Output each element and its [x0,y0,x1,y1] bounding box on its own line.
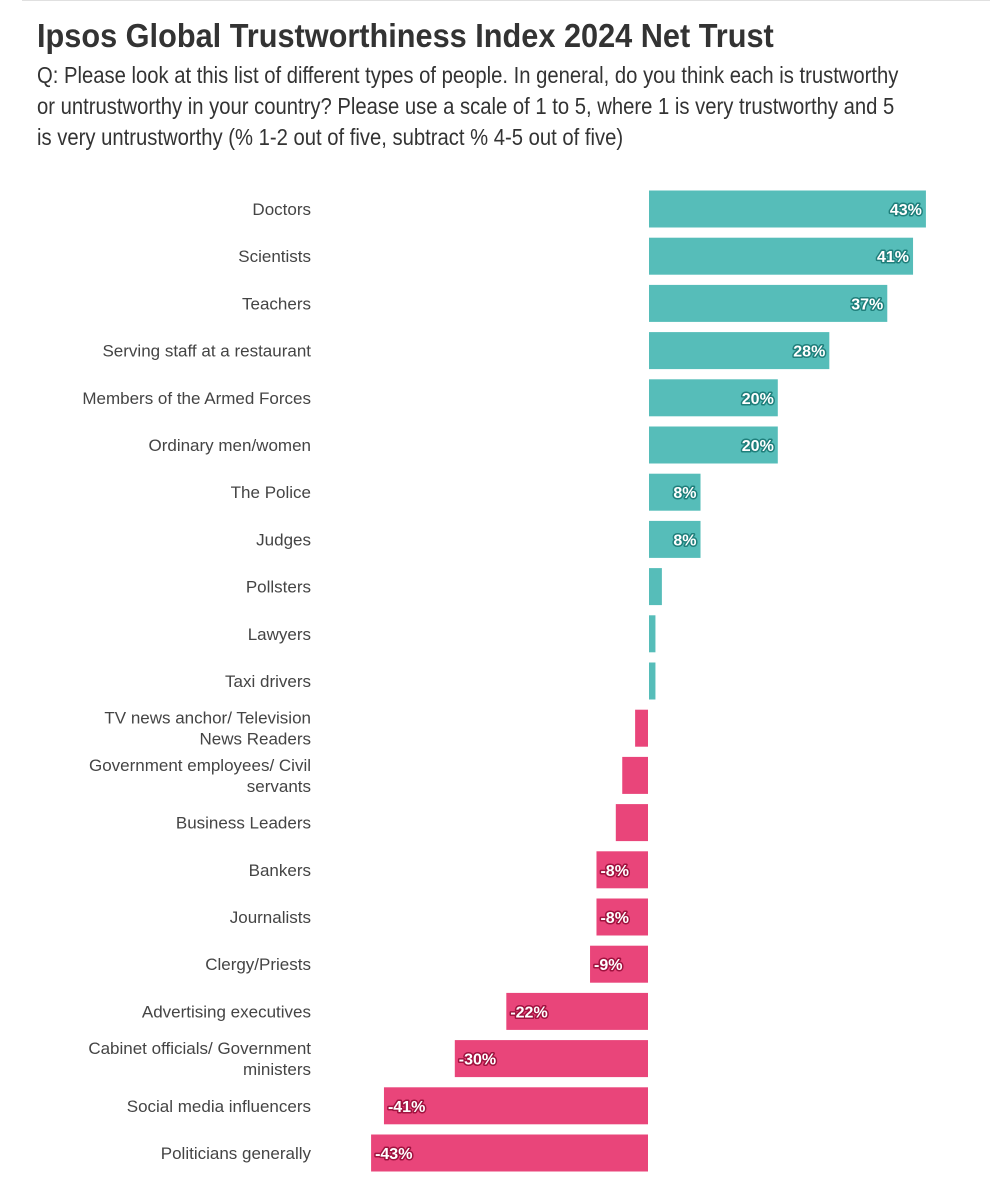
bar-4 [649,379,778,417]
bar-20 [371,1134,648,1172]
data-label-7: 8% [673,532,696,549]
category-label-2: Teachers [242,294,311,313]
data-label-3: 28% [793,344,825,361]
category-label-15: Journalists [230,908,311,927]
category-label-6: The Police [231,483,311,502]
category-label-16: Clergy/Priests [205,955,311,974]
bar-3 [649,332,830,370]
data-label-5: 20% [742,438,774,455]
category-label-19: Social media influencers [127,1097,311,1116]
data-label-2: 37% [851,296,883,313]
chart-title: Ipsos Global Trustworthiness Index 2024 … [37,17,774,54]
bar-1 [649,237,914,275]
category-label-1: Scientists [238,247,311,266]
bar-14 [596,851,648,889]
category-label-12: Government employees/ Civil servants [89,756,311,796]
bar-18 [454,1040,648,1078]
data-label-1: 41% [877,249,909,266]
category-label-18: Cabinet officials/ Government ministers [88,1039,311,1079]
bar-5 [649,426,778,464]
bar-0 [649,190,926,228]
category-label-4: Members of the Armed Forces [82,389,311,408]
data-label-14: -8% [600,863,628,880]
category-label-20: Politicians generally [161,1144,312,1163]
data-label-18: -30% [459,1052,496,1069]
category-label-11: TV news anchor/ Television News Readers [104,709,311,749]
category-label-0: Doctors [252,200,311,219]
bar-2 [649,284,888,322]
category-label-14: Bankers [249,861,311,880]
bar-9 [649,615,656,653]
category-label-8: Pollsters [246,578,311,597]
data-label-16: -9% [594,957,622,974]
bar-16 [590,945,648,983]
category-label-3: Serving staff at a restaurant [102,342,311,361]
bar-15 [596,898,648,936]
bar-11 [635,709,648,747]
bar-13 [615,804,648,842]
bar-10 [649,662,656,700]
bar-19 [383,1087,648,1125]
top-divider [22,0,990,1]
bar-17 [506,992,648,1030]
bar-7 [649,520,701,558]
bar-12 [622,756,648,794]
data-label-6: 8% [673,485,696,502]
category-label-10: Taxi drivers [225,672,311,691]
bar-6 [649,473,701,511]
bar-8 [649,568,662,606]
data-label-4: 20% [742,391,774,408]
data-label-19: -41% [388,1099,425,1116]
data-label-20: -43% [375,1146,412,1163]
category-label-9: Lawyers [248,625,311,644]
data-label-0: 43% [890,202,922,219]
category-label-17: Advertising executives [142,1002,311,1021]
category-label-13: Business Leaders [176,814,311,833]
category-label-5: Ordinary men/women [148,436,311,455]
category-label-7: Judges [256,530,311,549]
chart-subtitle: Q: Please look at this list of different… [37,62,899,150]
data-label-15: -8% [600,910,628,927]
data-label-17: -22% [510,1004,547,1021]
